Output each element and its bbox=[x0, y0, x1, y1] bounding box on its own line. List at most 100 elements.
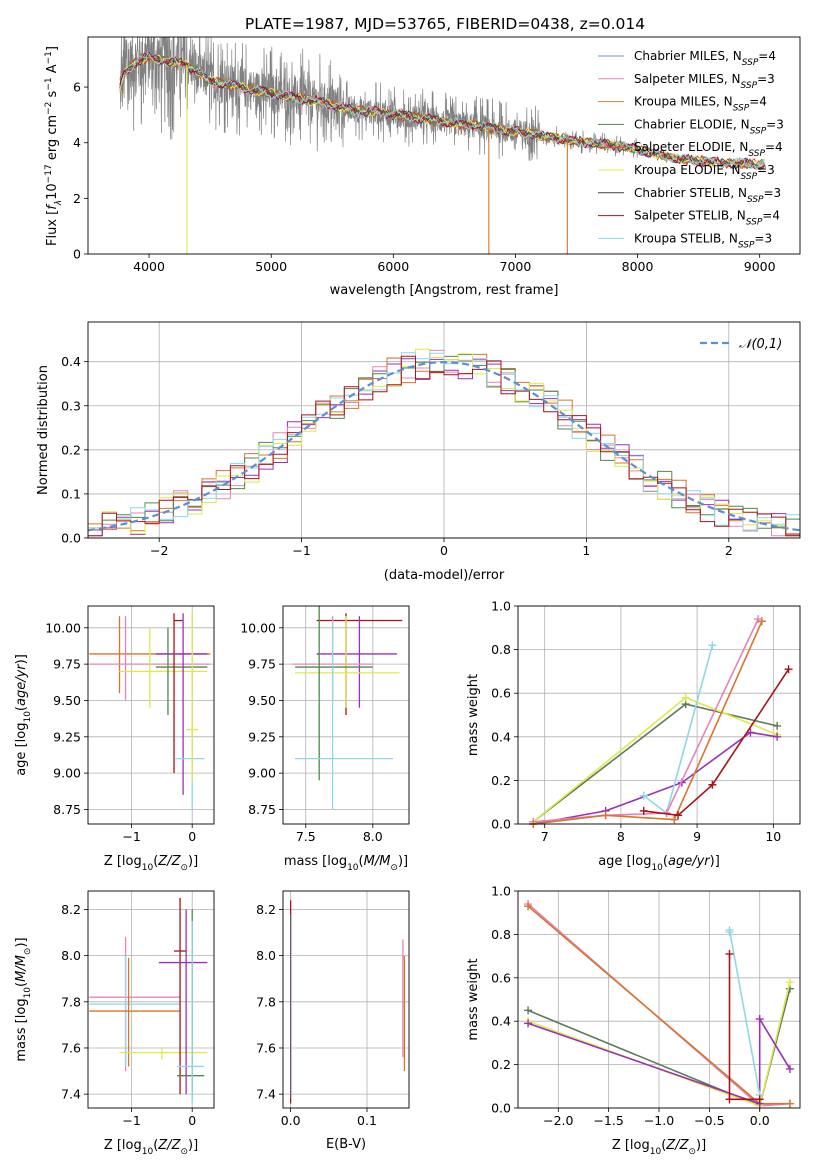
weight-line bbox=[533, 731, 778, 825]
y-tick-label: 0 bbox=[73, 247, 81, 262]
y-tick-label: 1.0 bbox=[491, 884, 511, 899]
weight-marker bbox=[524, 1019, 533, 1028]
weight-marker bbox=[785, 1099, 794, 1108]
x-tick-label: −0.5 bbox=[694, 1113, 724, 1128]
legend-label: Chabrier ELODIE, NSSP=3 bbox=[634, 117, 784, 136]
x-tick-label: 4000 bbox=[133, 259, 165, 274]
x-axis-label: Z [log10(Z/Z⊙)] bbox=[612, 1138, 706, 1157]
weight-marker bbox=[670, 815, 679, 824]
y-tick-label: 9.75 bbox=[248, 657, 276, 672]
weight-marker bbox=[725, 1095, 734, 1104]
y-tick-label: 9.50 bbox=[248, 693, 276, 708]
y-tick-label: 0.0 bbox=[491, 817, 511, 832]
x-tick-label: 0.0 bbox=[750, 1113, 770, 1128]
weight-line bbox=[643, 668, 790, 817]
y-tick-label: 7.8 bbox=[256, 994, 276, 1009]
weight-marker bbox=[757, 617, 766, 626]
weight-marker bbox=[639, 791, 648, 800]
x-tick-label: −1 bbox=[122, 829, 140, 844]
axes-frame bbox=[282, 890, 410, 1109]
weight-marker bbox=[601, 811, 610, 820]
y-axis-label: Flux [fλ10−17 erg cm−2 s−1 A−1] bbox=[44, 46, 64, 246]
plot-area bbox=[289, 900, 406, 1104]
x-axis-label: (data-model)/error bbox=[384, 568, 505, 583]
axes-mass_vs_Z: −1 0 7.4 7.6 7.8 8.0 8.2 Z [log10(Z/Z⊙)] mass [l… bbox=[14, 890, 215, 1157]
y-tick-label: 9.75 bbox=[53, 657, 81, 672]
y-tick-label: 9.50 bbox=[53, 693, 81, 708]
y-tick-label: 9.00 bbox=[248, 766, 276, 781]
weight-marker bbox=[785, 1064, 794, 1073]
weight-line bbox=[533, 618, 759, 823]
x-tick-label: 8000 bbox=[622, 259, 654, 274]
x-tick-label: 1 bbox=[582, 543, 590, 558]
weight-marker bbox=[784, 665, 793, 674]
spectrum-model-line bbox=[119, 51, 765, 170]
x-tick-label: 8.0 bbox=[363, 829, 383, 844]
axes-age_vs_mass: 7.5 8.0 8.75 9.00 9.25 9.50 9.75 10.00 mass [log… bbox=[240, 605, 410, 873]
y-tick-label: 0.2 bbox=[61, 442, 81, 457]
weight-marker bbox=[755, 1015, 764, 1024]
x-tick-label: −1 bbox=[292, 543, 310, 558]
plot-area bbox=[88, 348, 800, 537]
plot-area bbox=[524, 900, 794, 1110]
x-axis-label: wavelength [Angstrom, rest frame] bbox=[330, 283, 559, 298]
axes-frame bbox=[87, 605, 215, 825]
x-tick-label: 9 bbox=[693, 829, 701, 844]
axes-frame bbox=[517, 605, 801, 825]
legend-label: Kroupa STELIB, NSSP=3 bbox=[634, 231, 772, 250]
x-tick-label: 8 bbox=[617, 829, 625, 844]
x-axis-label: Z [log10(Z/Z⊙)] bbox=[104, 854, 198, 873]
figure-title: PLATE=1987, MJD=53765, FIBERID=0438, z=0… bbox=[245, 15, 645, 33]
y-tick-label: 7.6 bbox=[256, 1040, 276, 1055]
y-axis-label: mass weight bbox=[466, 674, 481, 756]
legend: Chabrier MILES, NSSP=4 Salpeter MILES, NS… bbox=[598, 49, 784, 250]
x-tick-label: 0.1 bbox=[357, 1113, 377, 1128]
x-tick-label: 0 bbox=[440, 543, 448, 558]
weight-line bbox=[532, 696, 778, 823]
legend-label: Chabrier STELIB, NSSP=3 bbox=[634, 186, 781, 205]
axes-spectrum: 4000 5000 6000 7000 8000 9000 0 2 4 6 wavelength [… bbox=[44, 36, 801, 298]
y-tick-label: 6 bbox=[73, 80, 81, 95]
y-tick-label: 7.6 bbox=[61, 1040, 81, 1055]
plot-area bbox=[529, 615, 793, 828]
weight-marker bbox=[524, 902, 533, 911]
weight-marker bbox=[524, 1006, 533, 1015]
y-tick-label: 0.0 bbox=[61, 531, 81, 546]
y-axis-label: Normed distribution bbox=[36, 365, 51, 495]
x-tick-label: 0.0 bbox=[281, 1113, 301, 1128]
legend-label: Kroupa ELODIE, NSSP=3 bbox=[634, 163, 775, 182]
weight-marker bbox=[785, 978, 794, 987]
x-tick-label: 2 bbox=[725, 543, 733, 558]
axes-mass_vs_ebv: 0.0 0.1 7.4 7.6 7.8 8.0 8.2 bbox=[256, 890, 410, 1128]
x-axis-label: mass [log10(M/M⊙)] bbox=[284, 854, 408, 873]
plot-area bbox=[89, 613, 211, 810]
weight-marker bbox=[674, 811, 683, 820]
axes-frame bbox=[87, 890, 215, 1109]
weight-marker bbox=[639, 806, 648, 815]
y-axis-label: mass weight bbox=[466, 958, 481, 1040]
y-tick-label: 0.1 bbox=[61, 486, 81, 501]
y-tick-label: 8.2 bbox=[61, 902, 81, 917]
x-tick-label: −2.0 bbox=[543, 1113, 573, 1128]
x-tick-label: −1 bbox=[122, 1113, 140, 1128]
x-axis-label: age [log10(age/yr)] bbox=[598, 854, 720, 873]
x-tick-label: 7.5 bbox=[296, 829, 316, 844]
weight-marker bbox=[725, 926, 734, 935]
residual-histogram-step bbox=[88, 352, 800, 537]
y-tick-label: 8.75 bbox=[248, 802, 276, 817]
y-tick-label: 7.4 bbox=[61, 1087, 81, 1102]
weight-marker bbox=[708, 780, 717, 789]
y-tick-label: 0.6 bbox=[491, 970, 511, 985]
y-tick-label: 9.00 bbox=[53, 766, 81, 781]
y-tick-label: 0.6 bbox=[491, 686, 511, 701]
x-tick-label: 5000 bbox=[255, 259, 287, 274]
weight-marker bbox=[755, 1095, 764, 1104]
x-axis-label: E(B-V) bbox=[326, 1137, 366, 1152]
weight-marker bbox=[773, 721, 782, 730]
y-tick-label: 0.4 bbox=[491, 729, 511, 744]
y-tick-label: 0.2 bbox=[491, 1057, 511, 1072]
x-tick-label: 0 bbox=[188, 1113, 196, 1128]
x-tick-label: −1.5 bbox=[593, 1113, 623, 1128]
residual-histogram-step bbox=[88, 355, 800, 537]
legend-label: Chabrier MILES, NSSP=4 bbox=[634, 49, 776, 68]
